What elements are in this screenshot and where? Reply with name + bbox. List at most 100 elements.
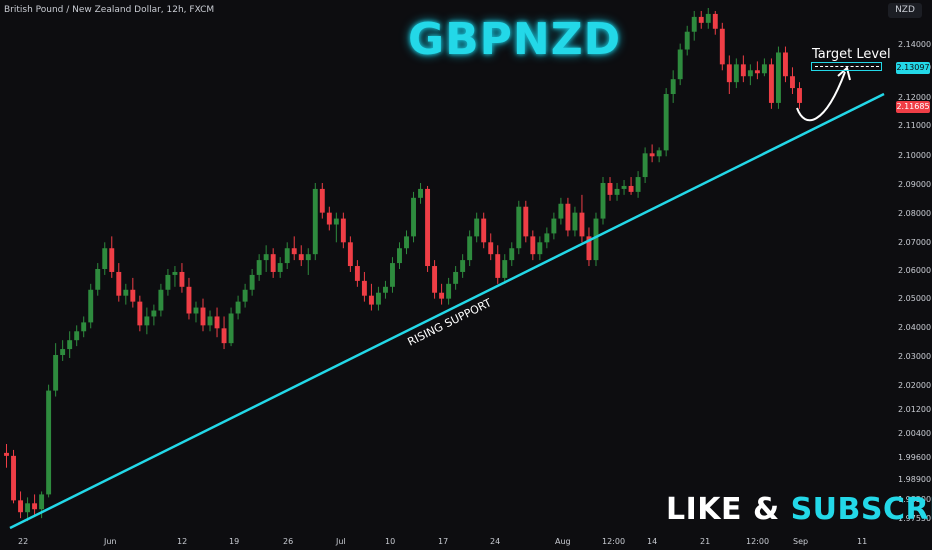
candle-up[interactable] [235, 301, 241, 314]
candle-up[interactable] [397, 248, 402, 264]
candle-up[interactable] [656, 150, 662, 157]
candle-down[interactable] [326, 212, 332, 225]
candle-up[interactable] [144, 316, 150, 326]
candle-down[interactable] [319, 188, 325, 213]
candle-up[interactable] [53, 355, 59, 391]
candle-up[interactable] [102, 248, 108, 269]
currency-button[interactable]: NZD [888, 3, 922, 18]
candle-down[interactable] [18, 500, 23, 513]
candle-down[interactable] [32, 503, 38, 510]
candle-up[interactable] [558, 203, 564, 219]
candle-up[interactable] [88, 289, 94, 323]
candle-up[interactable] [333, 218, 339, 225]
candle-down[interactable] [530, 236, 536, 255]
candle-up[interactable] [502, 260, 508, 278]
candle-up[interactable] [404, 236, 409, 249]
candle-down[interactable] [179, 271, 185, 287]
candle-down[interactable] [439, 292, 445, 299]
candle-up[interactable] [67, 340, 73, 350]
candle-down[interactable] [488, 242, 494, 255]
candle-up[interactable] [614, 188, 620, 195]
candle-up[interactable] [516, 206, 522, 249]
candle-up[interactable] [775, 52, 781, 103]
candle-down[interactable] [523, 206, 529, 237]
candle-down[interactable] [298, 254, 304, 261]
candle-down[interactable] [270, 254, 276, 272]
candle-up[interactable] [663, 94, 669, 151]
candle-up[interactable] [277, 263, 283, 272]
candle-up[interactable] [249, 274, 255, 290]
candle-down[interactable] [130, 289, 136, 302]
candle-down[interactable] [200, 307, 206, 326]
candle-up[interactable] [600, 182, 606, 219]
candle-up[interactable] [642, 153, 648, 178]
candle-up[interactable] [193, 307, 199, 314]
candle-down[interactable] [754, 70, 760, 74]
candle-up[interactable] [761, 64, 767, 74]
candle-down[interactable] [712, 13, 718, 29]
candle-up[interactable] [228, 313, 234, 344]
candle-down[interactable] [649, 153, 655, 157]
candle-up[interactable] [95, 269, 101, 290]
candle-up[interactable] [312, 188, 318, 255]
candle-down[interactable] [11, 455, 16, 501]
candle-up[interactable] [691, 16, 697, 32]
candle-up[interactable] [747, 70, 753, 77]
candle-up[interactable] [621, 185, 627, 189]
candle-up[interactable] [165, 274, 171, 290]
candle-down[interactable] [698, 16, 704, 23]
candle-up[interactable] [390, 263, 395, 287]
candle-down[interactable] [291, 248, 297, 255]
candle-up[interactable] [383, 286, 388, 293]
candle-up[interactable] [60, 349, 66, 356]
candle-up[interactable] [25, 503, 31, 513]
candle-up[interactable] [635, 177, 641, 192]
candle-up[interactable] [151, 310, 157, 317]
candle-down[interactable] [783, 52, 788, 77]
candle-down[interactable] [495, 254, 501, 278]
candle-up[interactable] [81, 322, 87, 332]
candle-up[interactable] [375, 292, 381, 305]
candle-up[interactable] [537, 242, 543, 255]
candle-up[interactable] [256, 260, 262, 275]
candle-up[interactable] [544, 233, 550, 243]
candle-down[interactable] [579, 212, 585, 237]
rising-support-line[interactable] [9, 92, 885, 530]
candle-up[interactable] [207, 316, 213, 326]
candle-up[interactable] [733, 64, 739, 83]
candle-down[interactable] [214, 316, 220, 329]
candle-up[interactable] [39, 494, 45, 510]
candle-down[interactable] [137, 301, 143, 326]
candle-up[interactable] [418, 188, 423, 198]
candle-down[interactable] [116, 271, 122, 296]
candle-up[interactable] [684, 31, 690, 50]
candle-down[interactable] [797, 88, 802, 103]
candle-up[interactable] [593, 218, 599, 261]
candle-up[interactable] [305, 254, 311, 261]
candle-down[interactable] [586, 236, 592, 261]
candle-down[interactable] [768, 64, 774, 103]
candle-up[interactable] [158, 289, 164, 311]
candle-up[interactable] [453, 271, 459, 284]
candle-down[interactable] [565, 203, 571, 231]
candle-down[interactable] [347, 242, 353, 267]
candle-up[interactable] [74, 331, 80, 341]
candle-up[interactable] [670, 79, 676, 95]
candle-up[interactable] [46, 390, 52, 495]
candle-down[interactable] [607, 182, 613, 195]
candle-up[interactable] [474, 218, 480, 237]
candle-down[interactable] [361, 280, 367, 296]
candle-down[interactable] [790, 76, 795, 89]
candle-up[interactable] [411, 197, 416, 237]
candle-up[interactable] [509, 248, 515, 261]
candle-down[interactable] [719, 28, 725, 65]
candle-down[interactable] [432, 266, 438, 293]
candle-down[interactable] [740, 64, 746, 77]
candle-up[interactable] [446, 283, 452, 299]
candle-up[interactable] [467, 236, 473, 261]
candle-down[interactable] [354, 266, 360, 281]
candle-down[interactable] [340, 218, 346, 243]
candle-up[interactable] [551, 218, 557, 234]
candle-up[interactable] [705, 13, 711, 23]
candle-down[interactable] [481, 218, 487, 243]
